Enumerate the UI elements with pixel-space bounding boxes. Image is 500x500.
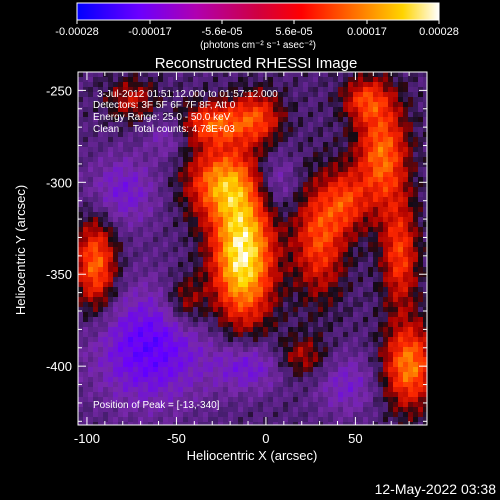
- timestamp: 12-May-2022 03:38: [375, 481, 497, 497]
- colorbar-tick-label: 0.00017: [347, 26, 387, 38]
- y-tick-label: -250: [46, 83, 72, 98]
- x-axis-label: Heliocentric X (arcsec): [187, 448, 318, 463]
- y-axis-label: Heliocentric Y (arcsec): [13, 185, 28, 315]
- x-tick-labels: -100 -50 0 50: [74, 431, 363, 446]
- colorbar-tick-labels: -0.00028 -0.00017 -5.6e-05 5.6e-05 0.000…: [55, 26, 459, 38]
- colorbar-tick-label: -0.00028: [55, 26, 98, 38]
- colorbar-unit-label: (photons cm⁻² s⁻¹ asec⁻²): [200, 40, 316, 51]
- x-tick-label: -100: [74, 431, 100, 446]
- colorbar-tick-label: 0.00028: [419, 26, 459, 38]
- reconstructed-image: [78, 72, 427, 425]
- algorithm-counts-text: Clean Total counts: 4.78E+03: [93, 124, 235, 135]
- plot-title: Reconstructed RHESSI Image: [155, 55, 358, 72]
- detectors-text: Detectors: 3F 5F 6F 7F 8F, Att 0: [93, 100, 236, 111]
- y-tick-label: -300: [46, 175, 72, 190]
- y-tick-label: -400: [46, 359, 72, 374]
- y-tick-labels: -250 -300 -350 -400: [46, 83, 72, 374]
- x-tick-label: -50: [167, 431, 186, 446]
- axis-ticks: [78, 71, 427, 425]
- y-tick-label: -350: [46, 267, 72, 282]
- colorbar-tick-label: 5.6e-05: [275, 26, 312, 38]
- peak-position-text: Position of Peak = [-13,-340]: [93, 400, 220, 411]
- x-tick-label: 0: [262, 431, 269, 446]
- energy-range-text: Energy Range: 25.0 - 50.0 keV: [93, 112, 231, 123]
- plot-frame: [77, 71, 428, 426]
- colorbar-ticks: [76, 20, 440, 24]
- colorbar: [76, 2, 440, 21]
- x-tick-label: 50: [348, 431, 362, 446]
- colorbar-tick-label: -5.6e-05: [202, 26, 243, 38]
- time-range-text: 3-Jul-2012 01:51:12.000 to 01:57:12.000: [97, 89, 278, 100]
- colorbar-tick-label: -0.00017: [128, 26, 171, 38]
